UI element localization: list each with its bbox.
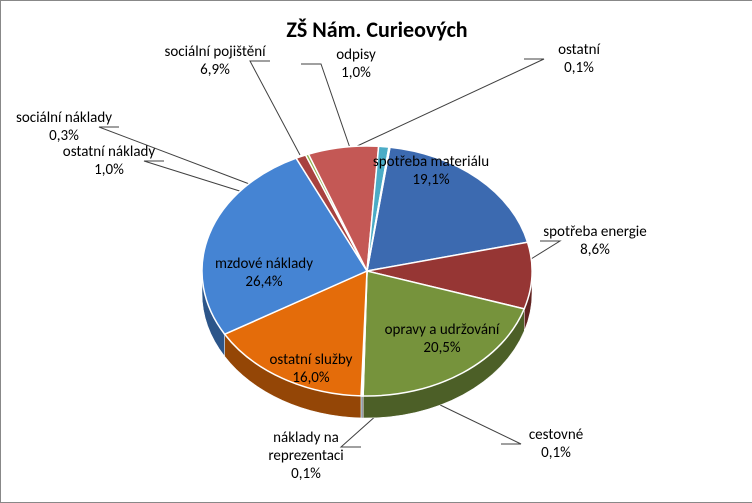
label-ostatni-sluzby: ostatní služby16,0% <box>241 351 381 387</box>
label-socialni-pojisteni: sociální pojištění6,9% <box>145 43 285 79</box>
label-odpisy: odpisy1,0% <box>286 46 426 82</box>
label-cestovne: cestovné0,1% <box>486 426 626 462</box>
label-spotreba-materialu: spotřeba materiálu19,1% <box>361 153 501 189</box>
label-socialni-naklady: sociální náklady0,3% <box>0 109 134 145</box>
label-spotreba-energie: spotřeba energie8,6% <box>525 223 665 259</box>
label-mzdove-naklady: mzdové náklady26,4% <box>194 255 334 291</box>
label-ostatni-naklady: ostatní náklady1,0% <box>39 143 179 179</box>
label-opravy-udrzovani: opravy a udržování20,5% <box>372 321 512 357</box>
pie-chart-container: ZŠ Nám. Curieových spotřeba materiálu19,… <box>0 0 752 503</box>
label-ostatni: ostatní0,1% <box>509 41 649 77</box>
label-naklady-reprezentaci: náklady na reprezentaci0,1% <box>236 429 376 483</box>
